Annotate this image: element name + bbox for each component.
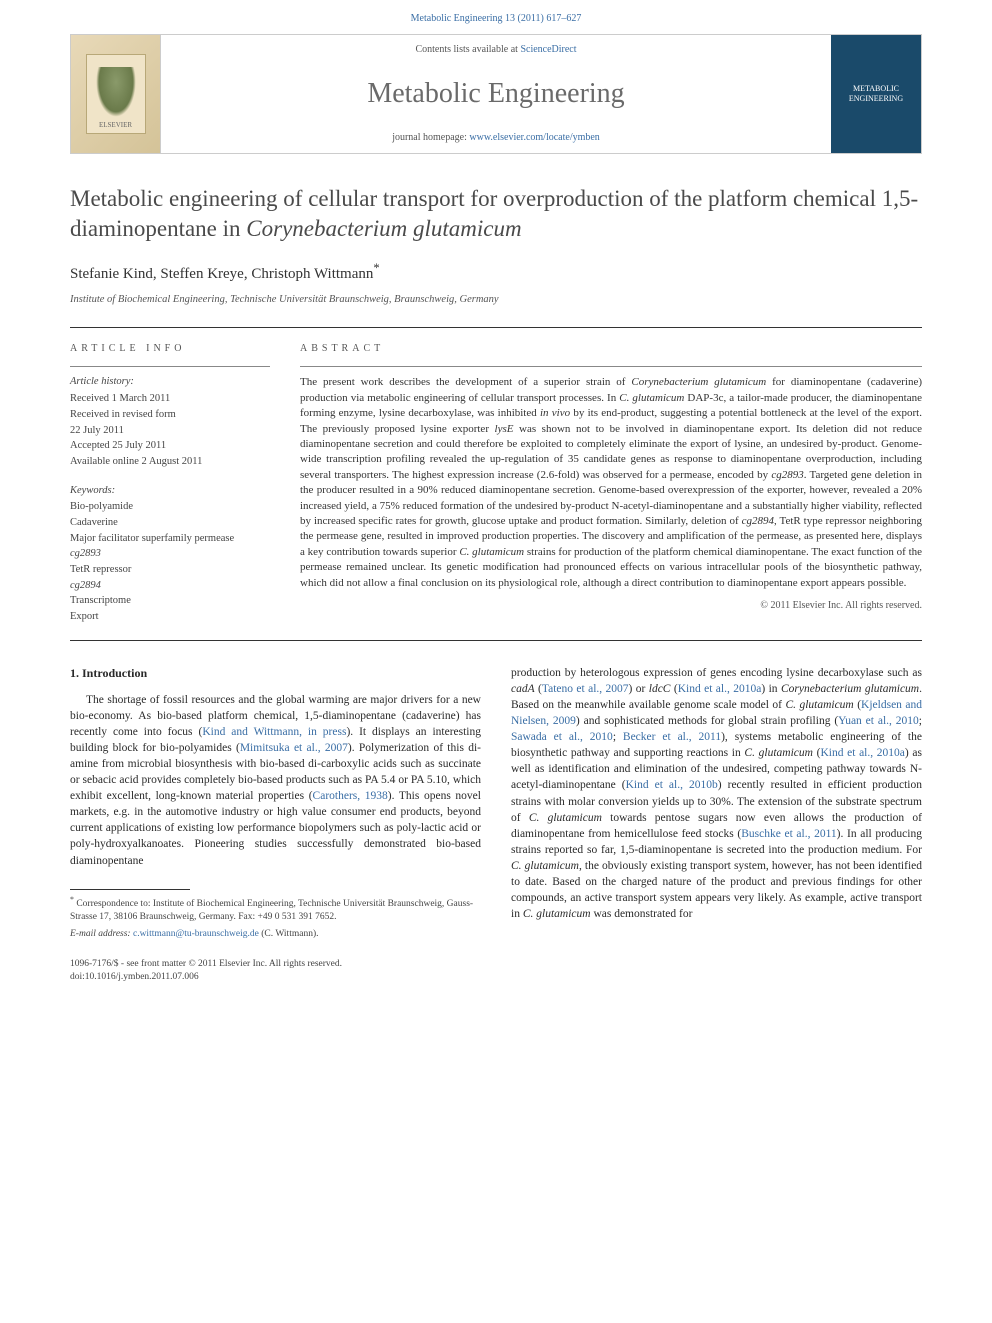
- info-abstract-block: ARTICLE INFO Article history: Received 1…: [70, 328, 922, 639]
- issn-line: 1096-7176/$ - see front matter © 2011 El…: [70, 958, 922, 971]
- keyword: cg2893: [70, 547, 270, 562]
- ref-link[interactable]: Kind and Wittmann, in press: [202, 726, 346, 738]
- publisher-logo-box: ELSEVIER: [71, 35, 161, 153]
- article-title: Metabolic engineering of cellular transp…: [70, 184, 922, 244]
- ref-link[interactable]: Kind et al., 2010b: [626, 779, 718, 791]
- contents-line: Contents lists available at ScienceDirec…: [415, 43, 576, 57]
- history-label: Article history:: [70, 375, 270, 390]
- email-link[interactable]: c.wittmann@tu-braunschweig.de: [133, 929, 259, 939]
- history-item: Received 1 March 2011: [70, 392, 270, 407]
- abstract-heading: ABSTRACT: [300, 342, 922, 356]
- history-item: Received in revised form: [70, 408, 270, 423]
- homepage-line: journal homepage: www.elsevier.com/locat…: [392, 131, 600, 145]
- article-info-heading: ARTICLE INFO: [70, 342, 270, 356]
- ref-link[interactable]: Yuan et al., 2010: [838, 715, 919, 727]
- homepage-prefix: journal homepage:: [392, 132, 469, 143]
- cover-title: METABOLIC ENGINEERING: [835, 84, 917, 103]
- history-item: Accepted 25 July 2011: [70, 439, 270, 454]
- abstract: ABSTRACT The present work describes the …: [300, 342, 922, 625]
- abstract-rule: [300, 366, 922, 367]
- keyword: Export: [70, 610, 270, 625]
- keyword: TetR repressor: [70, 563, 270, 578]
- contents-prefix: Contents lists available at: [415, 44, 520, 55]
- ref-link[interactable]: Carothers, 1938: [313, 790, 388, 802]
- ref-link[interactable]: Mimitsuka et al., 2007: [240, 742, 348, 754]
- history-item: Available online 2 August 2011: [70, 455, 270, 470]
- keyword: Cadaverine: [70, 516, 270, 531]
- keyword: Major facilitator superfamily permease: [70, 532, 270, 547]
- info-rule: [70, 366, 270, 367]
- ref-link[interactable]: Becker et al., 2011: [623, 731, 721, 743]
- keyword: cg2894: [70, 579, 270, 594]
- abstract-text: The present work describes the developme…: [300, 375, 922, 590]
- ref-link[interactable]: Kind et al., 2010a: [678, 683, 762, 695]
- footnote-divider: [70, 889, 190, 890]
- ref-link[interactable]: Tateno et al., 2007: [542, 683, 629, 695]
- publisher-name: ELSEVIER: [99, 121, 132, 131]
- email-footnote: E-mail address: c.wittmann@tu-braunschwe…: [70, 928, 481, 941]
- page-citation: Metabolic Engineering 13 (2011) 617–627: [0, 0, 992, 34]
- intro-paragraph: The shortage of fossil resources and the…: [70, 692, 481, 869]
- section-heading: 1. Introduction: [70, 665, 481, 682]
- bottom-notice: 1096-7176/$ - see front matter © 2011 El…: [70, 958, 922, 985]
- elsevier-tree-icon: [96, 67, 136, 117]
- authors-line: Stefanie Kind, Steffen Kreye, Christoph …: [70, 260, 922, 285]
- ref-link[interactable]: Kind et al., 2010a: [820, 747, 904, 759]
- homepage-link[interactable]: www.elsevier.com/locate/ymben: [469, 132, 599, 143]
- intro-paragraph-cont: production by heterologous expression of…: [511, 665, 922, 923]
- affiliation: Institute of Biochemical Engineering, Te…: [70, 293, 922, 308]
- doi-line: doi:10.1016/j.ymben.2011.07.006: [70, 971, 922, 984]
- elsevier-logo: ELSEVIER: [86, 54, 146, 134]
- title-species: Corynebacterium glutamicum: [246, 216, 521, 241]
- column-left: 1. Introduction The shortage of fossil r…: [70, 665, 481, 942]
- ref-link[interactable]: Buschke et al., 2011: [741, 828, 836, 840]
- keyword: Bio-polyamide: [70, 500, 270, 515]
- abstract-copyright: © 2011 Elsevier Inc. All rights reserved…: [300, 599, 922, 613]
- corresponding-marker: *: [373, 261, 379, 275]
- article-info: ARTICLE INFO Article history: Received 1…: [70, 342, 270, 625]
- authors-names: Stefanie Kind, Steffen Kreye, Christoph …: [70, 266, 373, 282]
- keywords-label: Keywords:: [70, 484, 270, 499]
- journal-banner: ELSEVIER Contents lists available at Sci…: [70, 34, 922, 154]
- history-item: 22 July 2011: [70, 424, 270, 439]
- banner-center: Contents lists available at ScienceDirec…: [161, 35, 831, 153]
- column-right: production by heterologous expression of…: [511, 665, 922, 942]
- journal-name: Metabolic Engineering: [367, 74, 624, 113]
- ref-link[interactable]: Sawada et al., 2010: [511, 731, 613, 743]
- journal-cover-thumb: METABOLIC ENGINEERING: [831, 35, 921, 153]
- keyword: Transcriptome: [70, 594, 270, 609]
- sciencedirect-link[interactable]: ScienceDirect: [520, 44, 576, 55]
- bottom-divider: [70, 640, 922, 641]
- body-columns: 1. Introduction The shortage of fossil r…: [70, 665, 922, 942]
- correspondence-footnote: * Correspondence to: Institute of Bioche…: [70, 894, 481, 925]
